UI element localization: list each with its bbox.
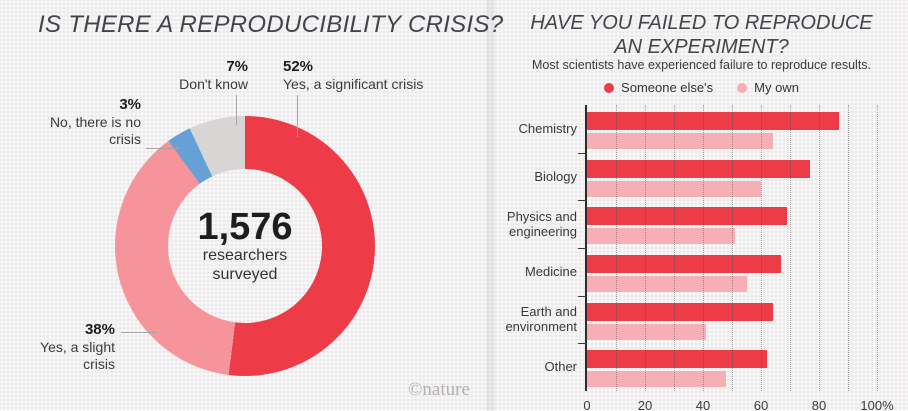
gridline: [674, 105, 675, 391]
callout-slight: 38% Yes, a slight crisis: [40, 321, 115, 373]
right-chart-title-line2: AN EXPERIMENT?: [614, 35, 789, 58]
callout-slight-label-line2: crisis: [83, 356, 115, 373]
bar-someone-elses: [587, 207, 788, 226]
bar-my-own: [587, 276, 747, 292]
category-label: Physics and engineering: [506, 208, 577, 240]
callout-dont-know: 7% Don't know: [179, 58, 248, 93]
gridline: [761, 105, 762, 391]
donut-center-text: 1,576 researchers surveyed: [115, 116, 375, 376]
gridline: [616, 105, 617, 391]
callout-slight-label-line1: Yes, a slight: [40, 339, 115, 356]
gridline: [645, 105, 646, 391]
callout-no-crisis-value: 3%: [119, 96, 141, 113]
x-tick-label: 80: [811, 398, 827, 411]
callout-no-crisis-label-line1: No, there is no: [49, 114, 141, 131]
right-chart-subtitle: Most scientists have experienced failure…: [531, 58, 872, 72]
panel-divider: [486, 0, 495, 411]
callout-significant-label: Yes, a significant crisis: [283, 76, 424, 93]
category-label: Chemistry: [518, 121, 577, 137]
category-label: Earth and environment: [505, 304, 577, 335]
x-tick-label: 100%: [860, 398, 894, 411]
gridline: [703, 105, 704, 391]
y-axis-tick: [578, 248, 587, 249]
bar-my-own: [587, 180, 761, 197]
y-axis-tick: [578, 343, 587, 345]
bar-plot: Chemistry Biology Physics and engineering M…: [505, 105, 894, 411]
respondent-label-line1: researchers: [202, 246, 288, 264]
x-tick-label: 0: [583, 398, 591, 411]
leader-line-no-crisis: [146, 148, 179, 149]
bar-someone-elses: [587, 350, 767, 369]
y-axis-tick: [578, 295, 587, 297]
bar-someone-elses: [587, 255, 782, 273]
x-tick-label: 20: [637, 398, 653, 411]
legend-item: My own: [737, 80, 799, 95]
legend: Someone else's My own: [495, 80, 908, 95]
gridline: [877, 105, 878, 391]
leader-line-slight: [121, 332, 157, 333]
leader-line-significant: [297, 95, 298, 137]
bar-my-own: [587, 133, 773, 149]
callout-significant-value: 52%: [283, 58, 314, 75]
right-chart-title-line1: HAVE YOU FAILED TO REPRODUCE: [530, 12, 873, 34]
callout-slight-value: 38%: [84, 321, 115, 338]
callout-no-crisis: 3% No, there is no crisis: [50, 96, 141, 148]
bar-someone-elses: [587, 112, 840, 130]
donut-ring: 1,576 researchers surveyed: [115, 116, 375, 376]
legend-dot: [737, 82, 748, 93]
leader-line-dont-know: [236, 95, 237, 125]
legend-item: Someone else's: [604, 80, 713, 95]
category-label: Medicine: [524, 264, 577, 280]
category-label: Other: [544, 359, 577, 375]
legend-dot: [604, 82, 615, 93]
donut-hole: [168, 169, 322, 323]
bar-someone-elses: [587, 302, 773, 321]
y-axis-tick: [578, 152, 587, 154]
nature-logo: ©nature: [408, 379, 470, 400]
x-tick-label: 40: [695, 398, 711, 411]
respondent-count: 1,576: [197, 205, 293, 248]
gridline: [819, 105, 820, 391]
x-tick-label: 60: [753, 398, 769, 411]
callout-no-crisis-label-line2: crisis: [109, 131, 141, 148]
bar-my-own: [587, 323, 706, 340]
left-chart-title: IS THERE A REPRODUCIBILITY CRISIS?: [38, 11, 504, 38]
bar-someone-elses: [587, 159, 811, 178]
callout-dont-know-label: Don't know: [179, 76, 248, 93]
y-axis-tick: [578, 200, 587, 202]
gridline: [848, 105, 849, 391]
respondent-label-line2: surveyed: [212, 266, 278, 283]
gridline: [790, 105, 791, 391]
right-chart-title: HAVE YOU FAILED TO REPRODUCE AN EXPERIME…: [495, 12, 908, 59]
legend-label: My own: [754, 80, 799, 95]
bar-my-own: [587, 371, 727, 388]
callout-dont-know-value: 7%: [226, 58, 248, 75]
bar-my-own: [587, 228, 735, 245]
category-label: Biology: [534, 168, 577, 184]
legend-label: Someone else's: [621, 80, 714, 95]
callout-significant: 52% Yes, a significant crisis: [283, 58, 423, 93]
gridline: [732, 105, 733, 391]
